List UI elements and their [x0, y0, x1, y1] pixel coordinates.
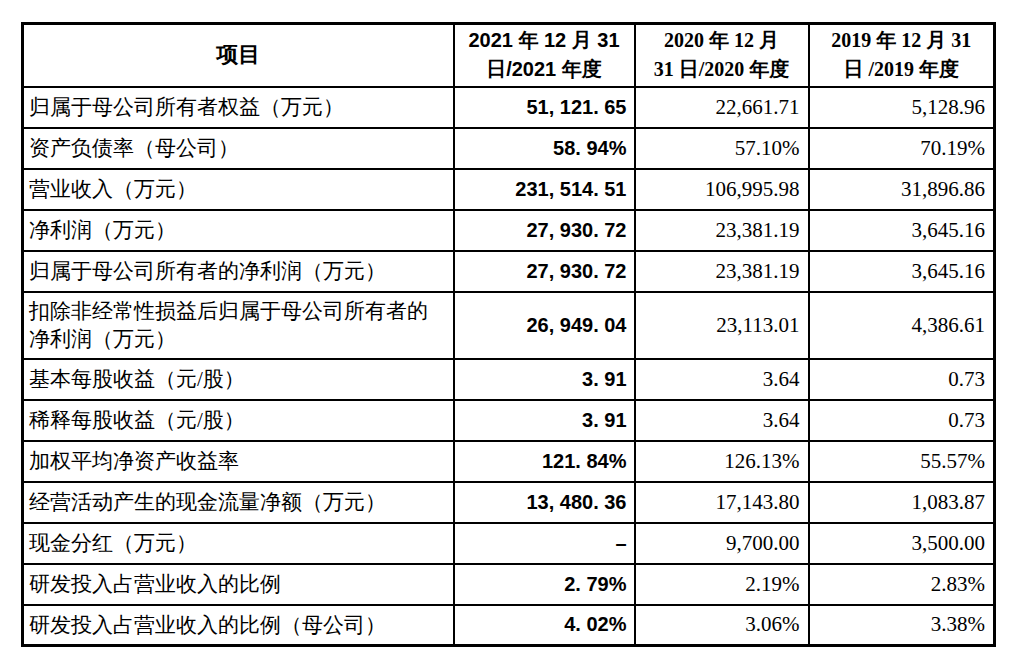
table-row: 资产负债率（母公司） 58. 94% 57.10% 70.19% — [23, 128, 995, 169]
header-2019-line1: 2019 年 12 月 31 — [810, 26, 994, 55]
table-row: 基本每股收益（元/股） 3. 91 3.64 0.73 — [23, 359, 995, 400]
row-value-2019: 55.57% — [809, 441, 995, 482]
row-item-label: 研发投入占营业收入的比例（母公司） — [23, 605, 454, 646]
header-2019-period: 2019 年 12 月 31 日 /2019 年度 — [809, 24, 995, 87]
row-value-2021: 58. 94% — [454, 128, 635, 169]
row-value-2020: 3.64 — [635, 359, 809, 400]
row-value-2019: 70.19% — [809, 128, 995, 169]
table-row: 加权平均净资产收益率 121. 84% 126.13% 55.57% — [23, 441, 995, 482]
header-2021-line2: 日/2021 年度 — [455, 55, 634, 84]
row-item-label: 营业收入（万元） — [23, 169, 454, 210]
table-row: 研发投入占营业收入的比例 2. 79% 2.19% 2.83% — [23, 564, 995, 605]
row-item-label: 稀释每股收益（元/股） — [23, 400, 454, 441]
row-item-label: 扣除非经常性损益后归属于母公司所有者的净利润（万元） — [23, 292, 454, 359]
header-2020-line1: 2020 年 12 月 — [636, 26, 808, 55]
financial-summary-table: 项目 2021 年 12 月 31 日/2021 年度 2020 年 12 月 … — [21, 22, 996, 647]
row-value-2019: 4,386.61 — [809, 292, 995, 359]
row-value-2021: 27, 930. 72 — [454, 210, 635, 251]
row-value-2020: 106,995.98 — [635, 169, 809, 210]
row-value-2021: 51, 121. 65 — [454, 87, 635, 128]
row-value-2021: 4. 02% — [454, 605, 635, 646]
row-value-2019: 3.38% — [809, 605, 995, 646]
table-row: 现金分红（万元） – 9,700.00 3,500.00 — [23, 523, 995, 564]
row-value-2021: 26, 949. 04 — [454, 292, 635, 359]
table-row: 稀释每股收益（元/股） 3. 91 3.64 0.73 — [23, 400, 995, 441]
row-item-label: 加权平均净资产收益率 — [23, 441, 454, 482]
row-value-2019: 1,083.87 — [809, 482, 995, 523]
row-item-label: 净利润（万元） — [23, 210, 454, 251]
header-2019-line2: 日 /2019 年度 — [810, 55, 994, 84]
header-2021-line1: 2021 年 12 月 31 — [455, 26, 634, 55]
row-value-2021: 3. 91 — [454, 400, 635, 441]
row-value-2020: 23,381.19 — [635, 210, 809, 251]
table-row: 营业收入（万元） 231, 514. 51 106,995.98 31,896.… — [23, 169, 995, 210]
row-item-label: 归属于母公司所有者的净利润（万元） — [23, 251, 454, 292]
row-value-2021: 3. 91 — [454, 359, 635, 400]
header-2020-line2: 31 日/2020 年度 — [636, 55, 808, 84]
row-value-2020: 17,143.80 — [635, 482, 809, 523]
row-item-label: 资产负债率（母公司） — [23, 128, 454, 169]
row-item-label: 归属于母公司所有者权益（万元） — [23, 87, 454, 128]
row-value-2021: 121. 84% — [454, 441, 635, 482]
header-item: 项目 — [23, 24, 454, 87]
row-value-2021: 13, 480. 36 — [454, 482, 635, 523]
row-value-2021: 27, 930. 72 — [454, 251, 635, 292]
row-value-2021: 2. 79% — [454, 564, 635, 605]
row-value-2020: 57.10% — [635, 128, 809, 169]
row-value-2021: 231, 514. 51 — [454, 169, 635, 210]
row-value-2019: 0.73 — [809, 359, 995, 400]
table-row: 归属于母公司所有者的净利润（万元） 27, 930. 72 23,381.19 … — [23, 251, 995, 292]
row-value-2019: 3,645.16 — [809, 210, 995, 251]
table-row: 研发投入占营业收入的比例（母公司） 4. 02% 3.06% 3.38% — [23, 605, 995, 646]
header-2021-period: 2021 年 12 月 31 日/2021 年度 — [454, 24, 635, 87]
row-value-2020: 2.19% — [635, 564, 809, 605]
row-value-2019: 3,645.16 — [809, 251, 995, 292]
row-value-2020: 3.64 — [635, 400, 809, 441]
row-value-2019: 31,896.86 — [809, 169, 995, 210]
table-header-row: 项目 2021 年 12 月 31 日/2021 年度 2020 年 12 月 … — [23, 24, 995, 87]
row-value-2020: 23,113.01 — [635, 292, 809, 359]
row-value-2020: 23,381.19 — [635, 251, 809, 292]
row-item-label: 经营活动产生的现金流量净额（万元） — [23, 482, 454, 523]
row-item-label: 基本每股收益（元/股） — [23, 359, 454, 400]
table-row: 经营活动产生的现金流量净额（万元） 13, 480. 36 17,143.80 … — [23, 482, 995, 523]
row-value-2020: 9,700.00 — [635, 523, 809, 564]
row-value-2019: 5,128.96 — [809, 87, 995, 128]
table-row: 扣除非经常性损益后归属于母公司所有者的净利润（万元） 26, 949. 04 2… — [23, 292, 995, 359]
row-value-2019: 2.83% — [809, 564, 995, 605]
table-row: 净利润（万元） 27, 930. 72 23,381.19 3,645.16 — [23, 210, 995, 251]
row-item-label: 研发投入占营业收入的比例 — [23, 564, 454, 605]
row-value-2020: 22,661.71 — [635, 87, 809, 128]
row-value-2021-dash: – — [454, 523, 635, 564]
table-row: 归属于母公司所有者权益（万元） 51, 121. 65 22,661.71 5,… — [23, 87, 995, 128]
row-item-label: 现金分红（万元） — [23, 523, 454, 564]
row-value-2019: 3,500.00 — [809, 523, 995, 564]
row-value-2019: 0.73 — [809, 400, 995, 441]
header-2020-period: 2020 年 12 月 31 日/2020 年度 — [635, 24, 809, 87]
row-value-2020: 3.06% — [635, 605, 809, 646]
row-value-2020: 126.13% — [635, 441, 809, 482]
